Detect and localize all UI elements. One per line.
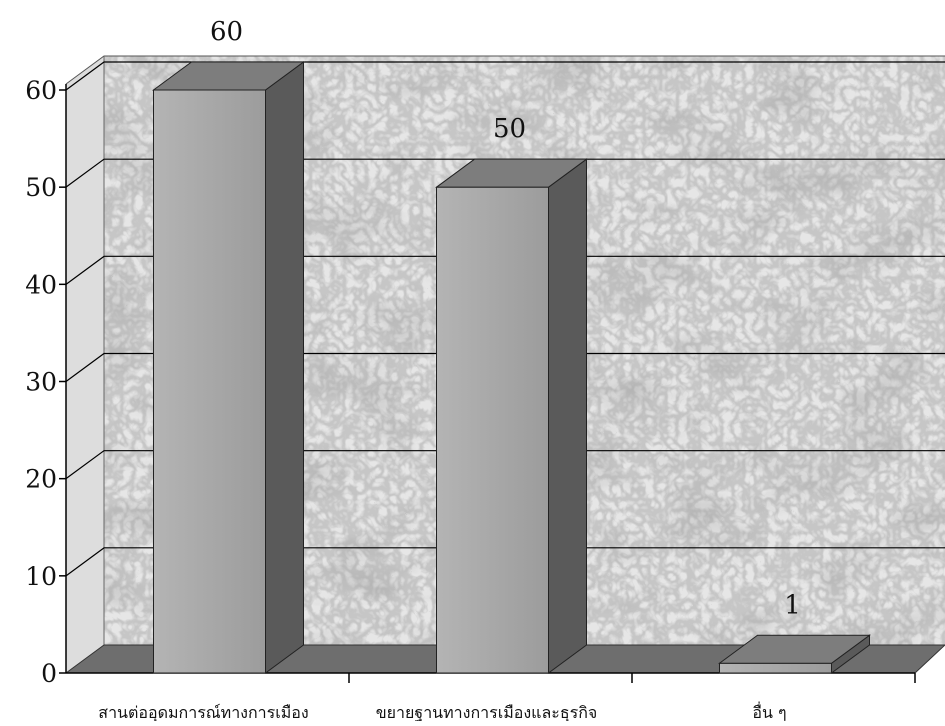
bar-top [151,61,306,91]
gridline [65,255,945,285]
gridline [65,158,945,188]
x-category-label: ขยายฐานทางการเมืองและธุรกิจ [376,703,598,721]
y-tick-label: 40 [25,270,57,299]
gridline [65,352,945,382]
y-tick-label: 60 [25,76,57,105]
gridline [65,547,945,577]
data-labels: 60 50 1 [210,17,801,620]
gridline [65,61,945,91]
bar-front [436,186,549,674]
bar-side [548,158,587,674]
bar-side [265,61,304,674]
y-tick-label: 20 [25,465,57,494]
side-wall [66,56,104,673]
bar-front [153,89,266,674]
gridlines [65,61,945,577]
bar-front [719,662,832,674]
bar-top [434,158,589,188]
x-category-label: อื่น ๆ [752,701,786,721]
gridline [65,450,945,480]
bars [151,61,872,674]
y-tick-label: 10 [25,562,57,591]
x-axis-labels: สานต่ออุดมการณ์ทางการเมือง ขยายฐานทางการเ… [98,701,786,723]
side-wall-shade [66,56,104,673]
bar-top [717,634,872,664]
y-tick-label: 50 [25,173,57,202]
data-label: 60 [210,17,243,47]
y-tick-label: 0 [41,659,57,688]
bar [717,634,872,674]
x-category-label: สานต่ออุดมการณ์ทางการเมือง [98,703,308,721]
data-label: 1 [784,590,801,620]
bar [434,158,589,674]
bar [151,61,306,674]
data-label: 50 [493,114,526,144]
y-tick-label: 30 [25,368,57,397]
